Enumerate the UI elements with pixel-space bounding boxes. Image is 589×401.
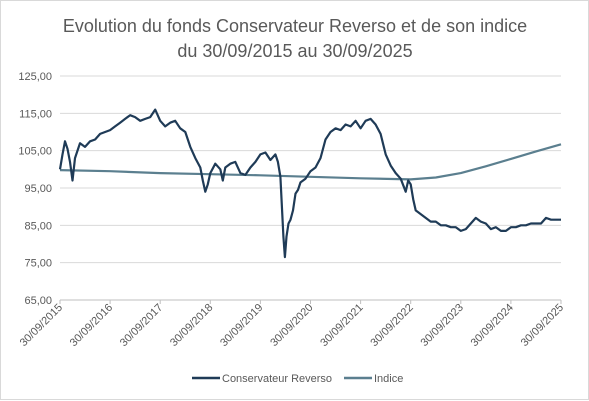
legend-label-indice: Indice [374,373,403,385]
x-tick-label: 30/09/2019 [218,302,265,349]
legend: Conservateur Reverso Indice [192,373,403,385]
x-axis-tick-labels: 30/09/2015 30/09/2016 30/09/2017 30/09/2018… [18,300,566,349]
y-tick-label: 65,00 [24,295,52,307]
y-tick-label: 115,00 [19,108,52,120]
x-tick-label: 30/09/2023 [419,302,466,349]
chart-title: Evolution du fonds Conservateur Reverso … [63,16,527,36]
series-line-conservateur-reverso [58,108,561,259]
x-tick-label: 30/09/2020 [268,302,315,349]
y-tick-label: 85,00 [24,220,52,232]
gridlines [60,75,561,264]
y-tick-label: 105,00 [18,146,52,158]
chart-subtitle: du 30/09/2015 au 30/09/2025 [177,41,412,61]
x-tick-label: 30/09/2018 [168,302,215,349]
y-axis-tick-labels: 65,00 75,00 85,00 95,00 105,00 115,00 125,00 [18,71,52,307]
y-tick-label: 75,00 [24,258,52,270]
series-line-indice [59,143,562,181]
x-tick-label: 30/09/2024 [469,302,516,349]
x-tick-label: 30/09/2017 [118,302,165,349]
y-tick-label: 125,00 [18,71,52,83]
x-tick-label: 30/09/2022 [368,302,415,349]
x-tick-label: 30/09/2016 [68,302,115,349]
x-tick-label: 30/09/2015 [18,302,65,349]
x-tick-label: 30/09/2025 [519,302,566,349]
x-tick-label: 30/09/2021 [318,302,365,349]
series-lines [58,108,562,259]
y-tick-label: 95,00 [24,183,52,195]
legend-label-conservateur-reverso: Conservateur Reverso [222,373,332,385]
